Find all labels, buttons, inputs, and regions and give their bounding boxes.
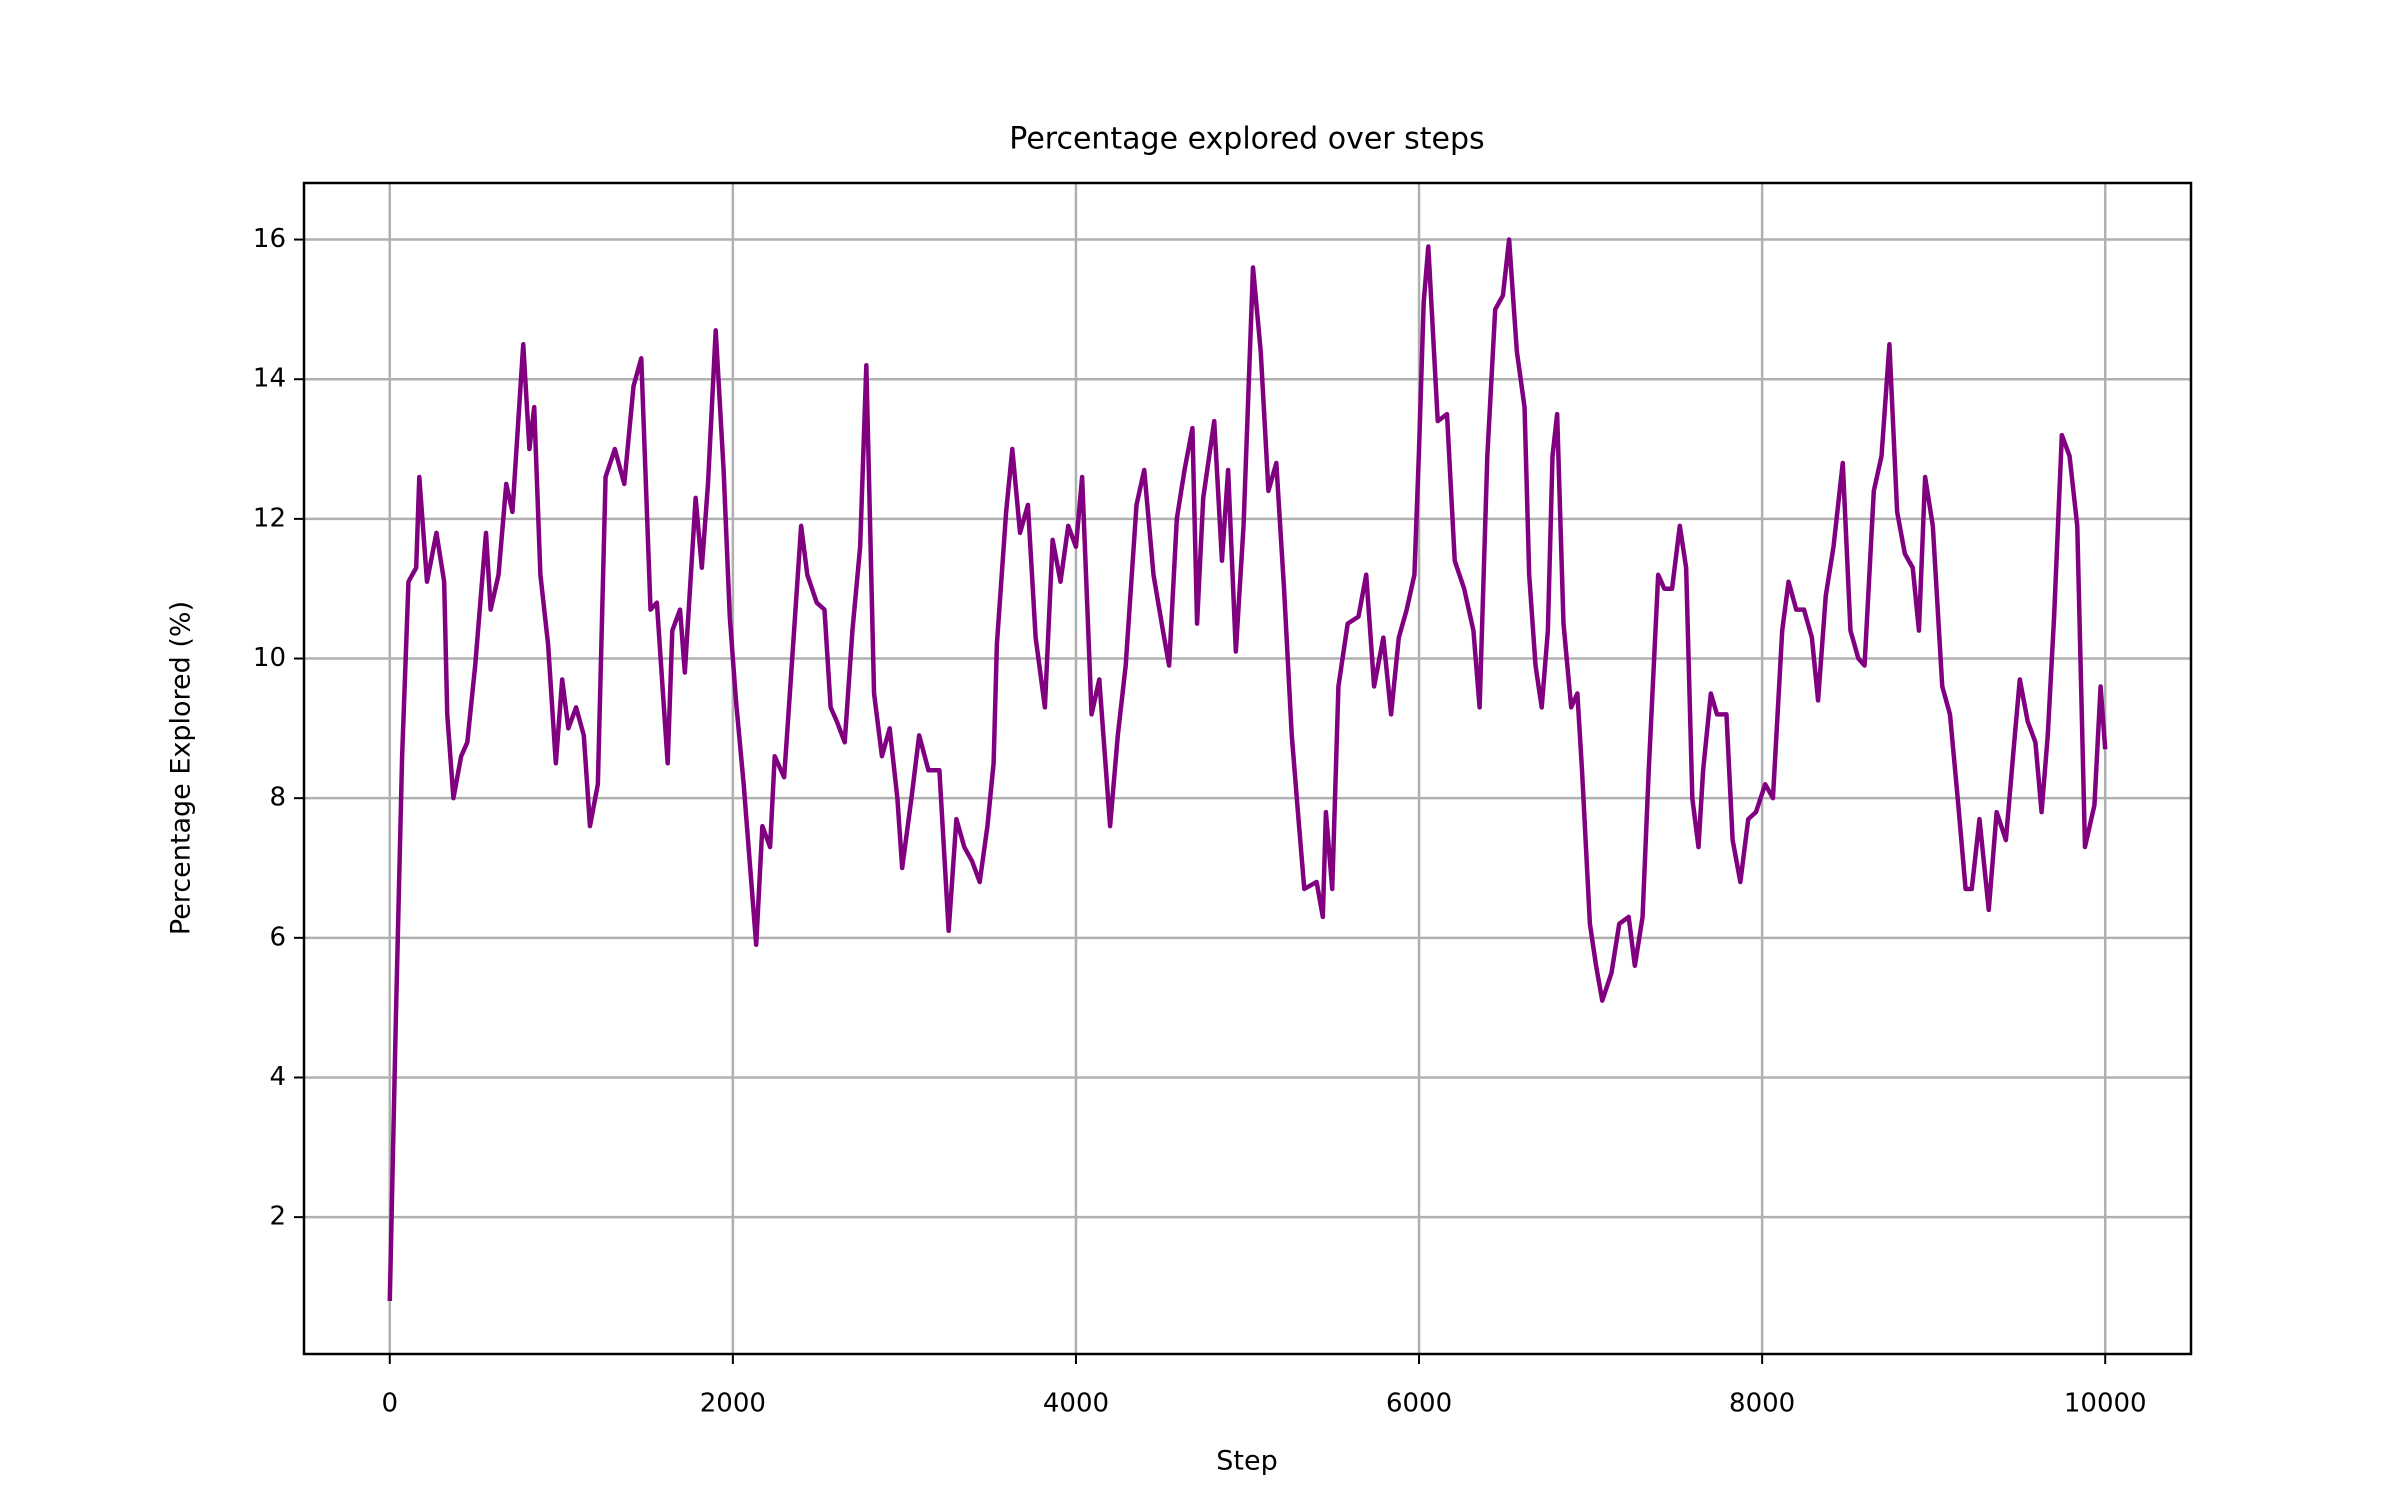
x-tick-label: 2000 [700,1389,766,1419]
plot-frame [302,181,2193,1356]
y-tick-label: 10 [253,643,286,673]
x-axis-label: Step [1216,1446,1277,1477]
x-tick-label: 6000 [1386,1389,1452,1419]
x-tick-label: 4000 [1043,1389,1109,1419]
y-tick-label: 4 [269,1062,286,1092]
chart-title: Percentage explored over steps [1009,122,1484,157]
y-tick-label: 8 [269,783,286,813]
y-tick-label: 6 [269,922,286,952]
data-line [387,237,2108,1301]
x-tick-label: 8000 [1729,1389,1795,1419]
x-tick-label: 0 [381,1389,398,1419]
y-tick-label: 2 [269,1202,286,1232]
y-tick-label: 14 [253,364,286,394]
y-tick-label: 12 [253,503,286,533]
y-tick-label: 16 [253,224,286,254]
x-tick-label: 10000 [2064,1389,2147,1419]
y-axis-label: Percentage Explored (%) [166,601,197,935]
